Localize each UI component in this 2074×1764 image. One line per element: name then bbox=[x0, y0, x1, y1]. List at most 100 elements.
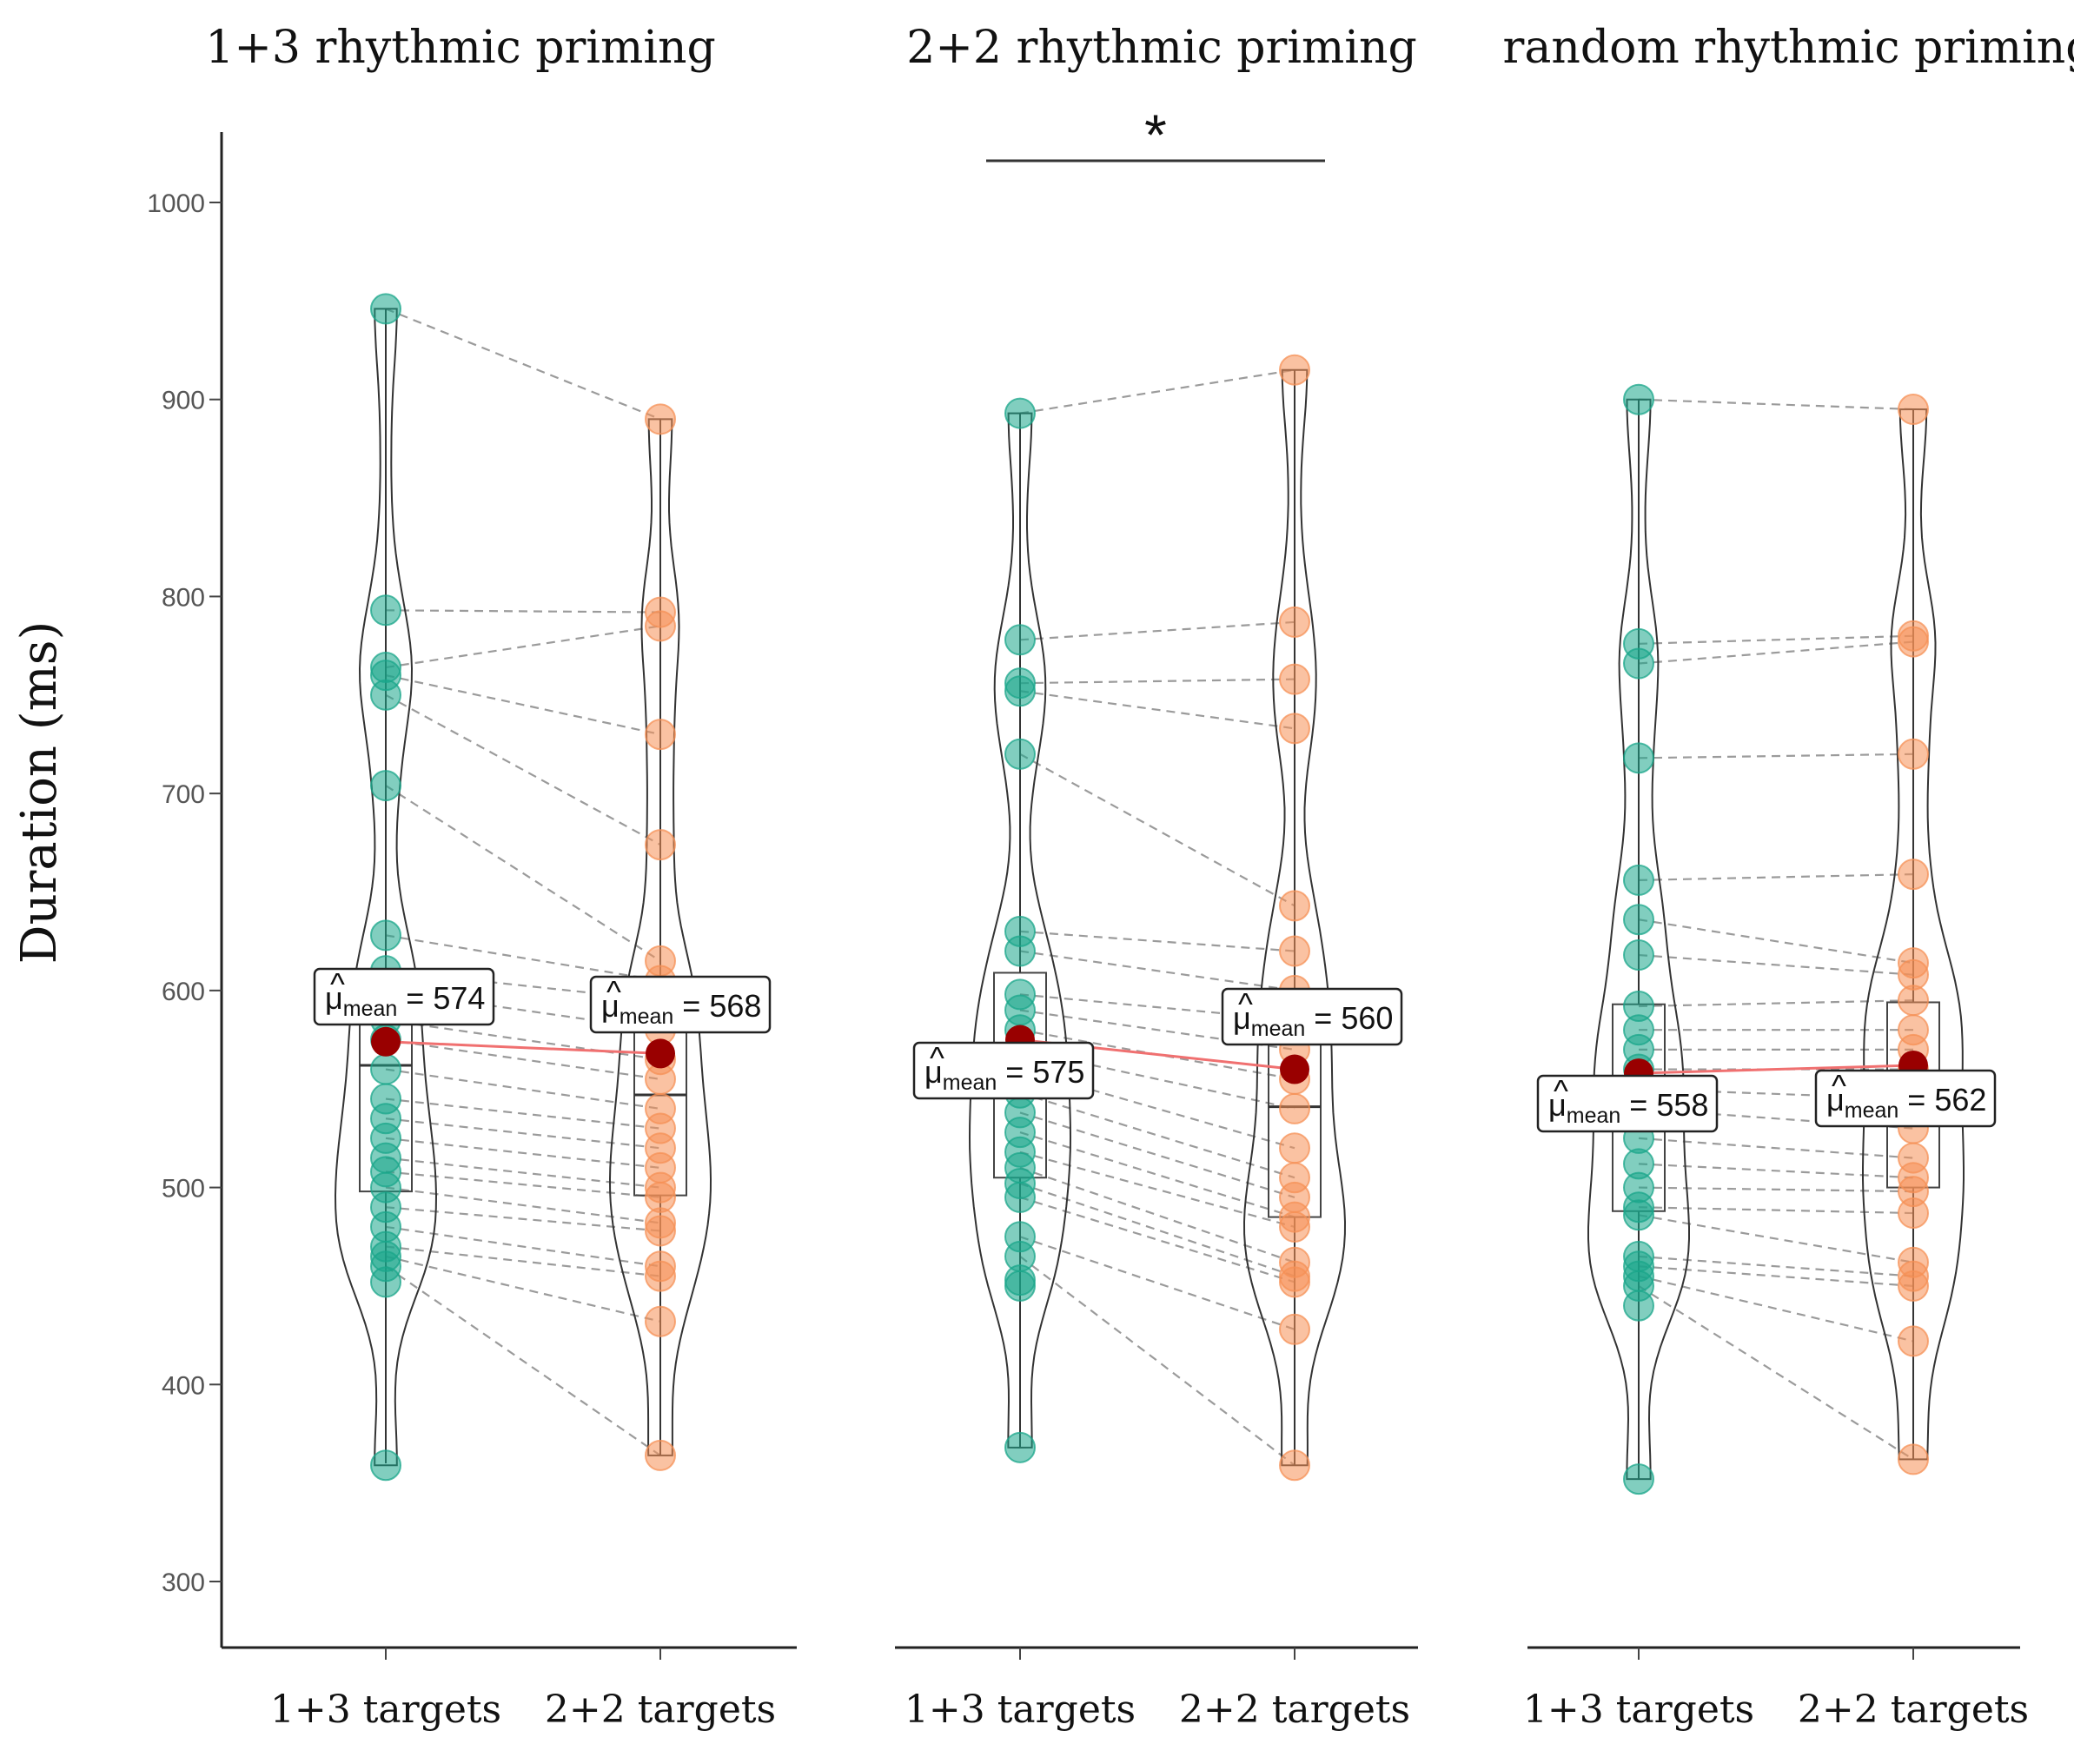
mean-equals: = bbox=[1305, 1000, 1341, 1036]
paired-line bbox=[1019, 1182, 1295, 1277]
paired-line bbox=[1019, 1091, 1295, 1179]
data-point bbox=[1279, 890, 1310, 922]
paired-line bbox=[385, 785, 661, 962]
y-tick-label: 400 bbox=[162, 1371, 205, 1400]
mean-subscript: mean bbox=[943, 1071, 997, 1095]
y-tick-label: 700 bbox=[162, 780, 205, 809]
mean-label: ^μmean = 560 bbox=[1221, 986, 1403, 1046]
mean-label-text: μmean = 568 bbox=[601, 988, 761, 1029]
data-point bbox=[1279, 606, 1310, 638]
mean-subscript: mean bbox=[1567, 1104, 1621, 1128]
mean-label-box bbox=[1814, 1069, 1997, 1128]
paired-line bbox=[1638, 1137, 1914, 1159]
paired-line bbox=[1638, 872, 1914, 881]
data-point bbox=[1623, 939, 1654, 972]
paired-line bbox=[385, 674, 661, 736]
y-tick-label: 800 bbox=[162, 583, 205, 612]
paired-line bbox=[1638, 999, 1914, 1008]
paired-line bbox=[1019, 753, 1295, 907]
mean-equals: = bbox=[1898, 1082, 1934, 1117]
paired-line bbox=[385, 1098, 661, 1130]
paired-line bbox=[1019, 930, 1295, 952]
mean-hat: ^ bbox=[1832, 1068, 1846, 1104]
paired-line bbox=[1638, 1214, 1914, 1263]
mean-hat: ^ bbox=[930, 1040, 944, 1076]
y-tick-label: 500 bbox=[162, 1175, 205, 1204]
data-point bbox=[370, 594, 401, 627]
data-point bbox=[1279, 1132, 1310, 1164]
paired-line bbox=[1019, 1111, 1295, 1198]
paired-line bbox=[385, 693, 661, 846]
paired-line bbox=[385, 1137, 661, 1169]
mean-value: 574 bbox=[433, 980, 485, 1016]
mean-value: 558 bbox=[1656, 1087, 1708, 1123]
mean-connector-line bbox=[1638, 1064, 1914, 1075]
data-point bbox=[1004, 1270, 1036, 1302]
panel-2: 2+2 rhythmic priming 1+3 targets 2+2 targe… bbox=[895, 22, 1418, 1732]
data-point bbox=[370, 770, 401, 802]
mean-hat: ^ bbox=[1238, 986, 1253, 1022]
data-point bbox=[1279, 713, 1310, 745]
data-point bbox=[1898, 738, 1929, 770]
x-tick-label: 1+3 targets bbox=[270, 1688, 501, 1732]
mean-label-text: μmean = 574 bbox=[325, 980, 485, 1021]
data-point bbox=[1623, 1463, 1654, 1495]
y-tick-label: 600 bbox=[162, 978, 205, 1006]
paired-line bbox=[385, 1117, 661, 1150]
paired-line bbox=[1019, 678, 1295, 685]
data-point bbox=[645, 1260, 676, 1292]
paired-line bbox=[385, 625, 661, 669]
paired-line bbox=[1638, 398, 1914, 411]
data-point bbox=[1623, 383, 1654, 415]
data-point bbox=[1898, 859, 1929, 891]
y-tick-label: 300 bbox=[162, 1568, 205, 1597]
mean-label: ^μmean = 575 bbox=[912, 1040, 1095, 1100]
data-point bbox=[370, 1053, 401, 1085]
data-point bbox=[1279, 935, 1310, 967]
mean-label-text: μmean = 575 bbox=[924, 1054, 1084, 1095]
mean-value: 562 bbox=[1934, 1082, 1986, 1117]
paired-line bbox=[1019, 1166, 1295, 1263]
data-point bbox=[1898, 1197, 1929, 1230]
paired-line bbox=[385, 609, 661, 613]
data-point bbox=[1898, 626, 1929, 658]
data-point bbox=[1898, 985, 1929, 1017]
mean-label: ^μmean = 558 bbox=[1536, 1073, 1719, 1133]
mean-point bbox=[371, 1026, 401, 1057]
data-point bbox=[1898, 1270, 1929, 1302]
mean-symbol: μ bbox=[1826, 1082, 1845, 1117]
paired-line bbox=[1019, 620, 1295, 641]
paired-line bbox=[1638, 1255, 1914, 1277]
data-point bbox=[1898, 394, 1929, 426]
mean-hat: ^ bbox=[330, 966, 345, 1002]
paired-line bbox=[1638, 1163, 1914, 1179]
mean-equals: = bbox=[1620, 1087, 1656, 1123]
x-tick-label: 2+2 targets bbox=[1798, 1688, 2029, 1732]
data-point bbox=[1279, 354, 1310, 386]
data-point bbox=[645, 829, 676, 861]
data-point bbox=[645, 1439, 676, 1471]
y-tick-label: 900 bbox=[162, 387, 205, 415]
mean-label-box bbox=[313, 967, 495, 1026]
x-tick-label: 1+3 targets bbox=[904, 1688, 1136, 1732]
mean-label-box bbox=[1536, 1074, 1719, 1133]
significance-marker: * bbox=[1144, 103, 1167, 167]
paired-line bbox=[1019, 950, 1295, 991]
y-tick-label: 1000 bbox=[147, 189, 205, 218]
paired-line bbox=[385, 1265, 661, 1456]
mean-equals: = bbox=[673, 988, 709, 1024]
paired-line bbox=[1019, 1131, 1295, 1218]
paired-line bbox=[1638, 1275, 1914, 1343]
paired-line bbox=[1638, 1206, 1914, 1215]
paired-line bbox=[1019, 1236, 1295, 1330]
data-point bbox=[1898, 1443, 1929, 1476]
mean-point bbox=[646, 1038, 675, 1069]
mean-label-text: μmean = 558 bbox=[1548, 1087, 1708, 1128]
data-point bbox=[1623, 864, 1654, 896]
paired-line bbox=[385, 1018, 661, 1061]
data-point bbox=[1279, 1092, 1310, 1124]
panel-1: 1+3 rhythmic priming 1+3 targets 2+2 targe… bbox=[205, 22, 797, 1732]
paired-line bbox=[385, 1206, 661, 1232]
panel-title: random rhythmic priming bbox=[1503, 22, 2074, 74]
mean-value: 575 bbox=[1032, 1054, 1084, 1090]
